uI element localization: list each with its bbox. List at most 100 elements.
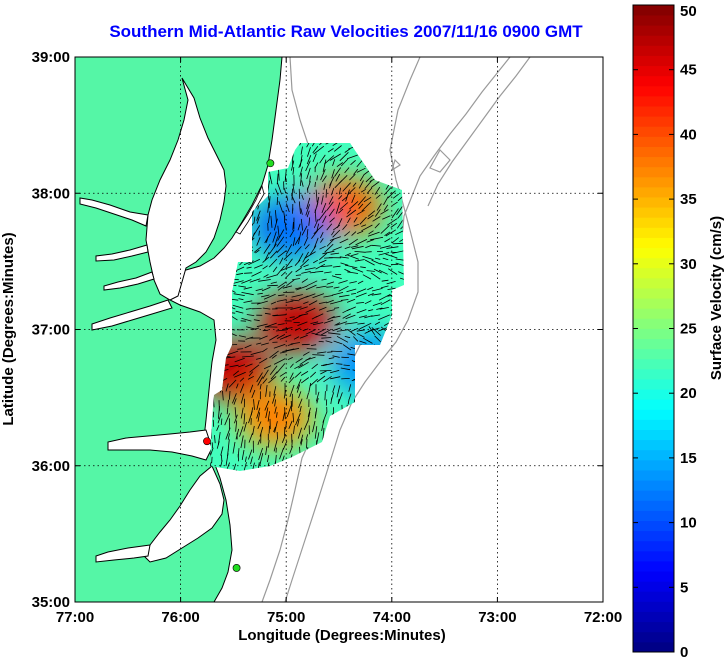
velocity-vector — [329, 300, 343, 305]
velocity-vector — [344, 148, 351, 153]
colorbar-band — [633, 338, 674, 350]
velocity-vector — [366, 270, 375, 272]
velocity-vector — [259, 426, 264, 437]
velocity-vector — [370, 236, 383, 241]
velocity-vector — [306, 439, 308, 449]
velocity-vector — [217, 412, 222, 424]
velocity-vector — [353, 336, 359, 342]
velocity-vector — [226, 407, 229, 415]
velocity-vector — [312, 420, 316, 433]
velocity-vector — [354, 259, 365, 262]
velocity-vector — [326, 238, 335, 247]
velocity-vector — [232, 393, 237, 404]
velocity-vector — [286, 347, 300, 352]
velocity-vector — [289, 372, 294, 380]
velocity-vector — [347, 209, 352, 214]
velocity-vector — [378, 314, 390, 321]
velocity-vector — [384, 322, 390, 326]
velocity-vector — [289, 446, 293, 454]
colorbar-tick-label: 5 — [680, 579, 688, 596]
velocity-vector — [309, 245, 317, 256]
velocity-vector — [322, 159, 327, 172]
velocity-vector — [290, 306, 302, 310]
velocity-vector — [270, 371, 278, 380]
velocity-vector — [249, 278, 261, 283]
velocity-vector — [271, 354, 277, 359]
velocity-vector — [362, 255, 374, 260]
velocity-vector — [390, 222, 398, 228]
velocity-vector — [330, 252, 340, 255]
velocity-vector — [224, 413, 231, 426]
velocity-vector — [248, 410, 253, 424]
velocity-vector — [264, 312, 271, 315]
velocity-vector — [292, 167, 295, 175]
velocity-vector — [343, 364, 350, 366]
velocity-vector — [368, 309, 374, 312]
velocity-vector — [352, 182, 357, 187]
velocity-vector — [294, 364, 303, 370]
velocity-vector — [358, 203, 364, 209]
velocity-vector — [336, 162, 344, 168]
grid-lines — [75, 57, 603, 602]
velocity-vector — [398, 271, 404, 275]
velocity-vector — [243, 421, 247, 432]
velocity-vector — [296, 379, 302, 389]
velocity-vector — [305, 293, 316, 298]
velocity-vector — [298, 391, 302, 399]
velocity-vector — [298, 188, 301, 199]
colorbar-tick-label: 40 — [680, 126, 697, 143]
velocity-vector — [277, 182, 282, 195]
velocity-vector — [330, 397, 333, 405]
velocity-vector — [324, 391, 326, 401]
velocity-vector — [306, 392, 309, 400]
velocity-vector — [292, 412, 295, 423]
colorbar-bands — [633, 5, 674, 653]
velocity-vector — [329, 236, 341, 241]
colorbar-band — [633, 449, 674, 461]
velocity-vector — [289, 316, 295, 318]
colorbar-band — [633, 530, 674, 542]
velocity-vector — [291, 278, 300, 281]
velocity-vector — [324, 155, 335, 165]
velocity-vector — [312, 153, 317, 163]
velocity-vector — [387, 287, 396, 290]
velocity-vector — [323, 319, 334, 324]
velocity-vector — [276, 265, 285, 276]
radar-station-4 — [232, 564, 241, 572]
velocity-vector — [253, 225, 261, 236]
velocity-vector — [312, 259, 319, 264]
velocity-vector — [277, 284, 286, 291]
velocity-vector — [281, 434, 287, 444]
velocity-vector — [251, 389, 256, 399]
velocity-vector — [273, 343, 286, 349]
velocity-vector — [225, 350, 239, 356]
velocity-vector — [348, 384, 352, 392]
velocity-vector — [239, 377, 245, 382]
velocity-vector — [303, 301, 309, 304]
velocity-vector — [356, 309, 367, 314]
colorbar-band — [633, 409, 674, 420]
velocity-vector — [380, 225, 390, 234]
colorbar-band — [633, 136, 674, 147]
velocity-vector — [289, 229, 295, 238]
velocity-vector — [258, 358, 268, 364]
velocity-vector — [289, 384, 295, 398]
velocity-vector — [277, 323, 285, 326]
velocity-vector — [283, 327, 293, 330]
chesapeake-bay — [145, 77, 227, 301]
velocity-vector — [246, 266, 252, 269]
velocity-vector — [315, 334, 327, 337]
velocity-vector — [299, 155, 303, 167]
velocity-vector — [357, 322, 365, 325]
velocity-vector — [346, 306, 356, 312]
colorbar-band — [633, 298, 674, 309]
colorbar-band — [633, 25, 674, 36]
velocity-vector — [331, 169, 335, 179]
velocity-vector — [349, 281, 357, 284]
velocity-vector — [231, 316, 238, 321]
velocity-vector — [262, 265, 268, 270]
velocity-vector — [328, 332, 341, 335]
velocity-vector — [330, 187, 335, 196]
velocity-vector — [300, 434, 304, 444]
velocity-vector — [323, 376, 332, 383]
